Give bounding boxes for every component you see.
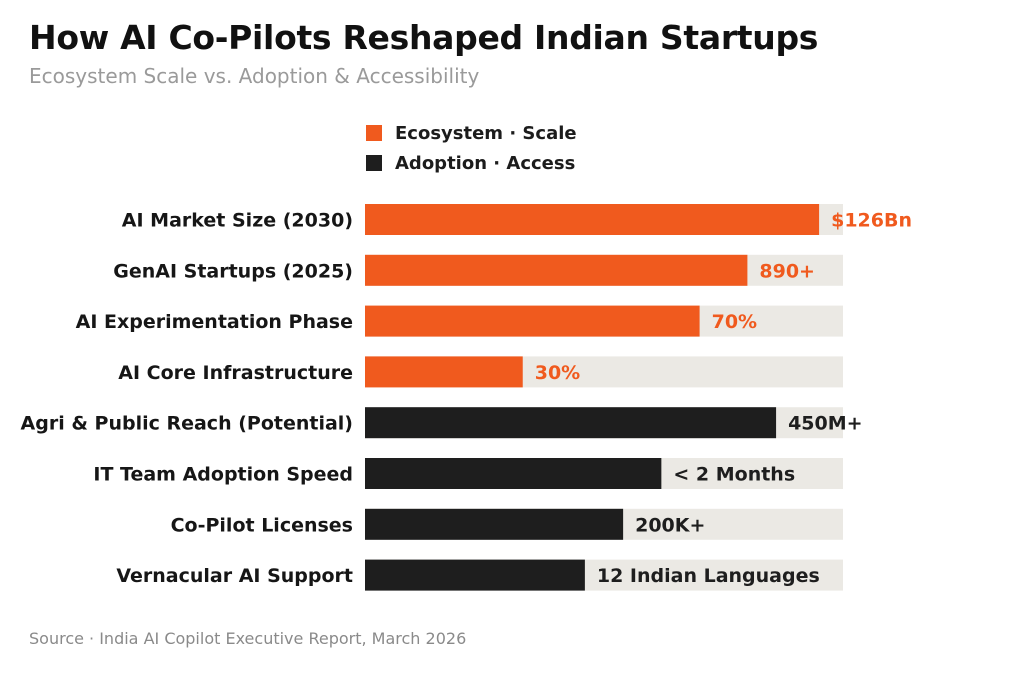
value-label-ai-market-size-2030: $126Bn	[831, 210, 912, 232]
legend-swatch-adoption	[366, 155, 382, 171]
legend-label-adoption: Adoption · Access	[395, 152, 576, 174]
category-label-agri-public-reach-potential: Agri & Public Reach (Potential)	[21, 413, 353, 435]
bar-ai-core-infrastructure	[365, 356, 523, 388]
value-label-vernacular-ai-support: 12 Indian Languages	[597, 565, 820, 587]
category-label-vernacular-ai-support: Vernacular AI Support	[116, 565, 353, 587]
legend-swatch-ecosystem	[366, 125, 382, 141]
bar-vernacular-ai-support	[365, 559, 585, 591]
category-label-co-pilot-licenses: Co-Pilot Licenses	[171, 514, 353, 536]
bar-agri-public-reach-potential	[365, 407, 777, 439]
bar-ai-experimentation-phase	[365, 305, 700, 337]
source-note: Source · India AI Copilot Executive Repo…	[29, 629, 467, 648]
chart-title: How AI Co-Pilots Reshaped Indian Startup…	[29, 18, 819, 57]
bar-ai-market-size-2030	[365, 204, 820, 235]
value-label-co-pilot-licenses: 200K+	[635, 514, 705, 536]
value-label-ai-core-infrastructure: 30%	[535, 362, 580, 384]
legend-label-ecosystem: Ecosystem · Scale	[395, 122, 577, 144]
legend: Ecosystem · Scale Adoption · Access	[366, 118, 577, 178]
value-label-it-team-adoption-speed: < 2 Months	[673, 464, 795, 486]
value-label-ai-experimentation-phase: 70%	[712, 311, 757, 333]
bar-it-team-adoption-speed	[365, 458, 662, 489]
category-label-genai-startups-2025: GenAI Startups (2025)	[113, 260, 353, 282]
legend-item-ecosystem: Ecosystem · Scale	[366, 118, 577, 148]
category-label-ai-experimentation-phase: AI Experimentation Phase	[76, 311, 353, 333]
category-label-it-team-adoption-speed: IT Team Adoption Speed	[93, 464, 353, 486]
value-label-genai-startups-2025: 890+	[759, 260, 815, 282]
category-label-ai-market-size-2030: AI Market Size (2030)	[122, 210, 353, 232]
bar-genai-startups-2025	[365, 254, 748, 286]
value-label-agri-public-reach-potential: 450M+	[788, 413, 863, 435]
bar-co-pilot-licenses	[365, 508, 624, 540]
category-label-ai-core-infrastructure: AI Core Infrastructure	[118, 362, 353, 384]
chart-subtitle: Ecosystem Scale vs. Adoption & Accessibi…	[29, 64, 480, 88]
legend-item-adoption: Adoption · Access	[366, 148, 577, 178]
